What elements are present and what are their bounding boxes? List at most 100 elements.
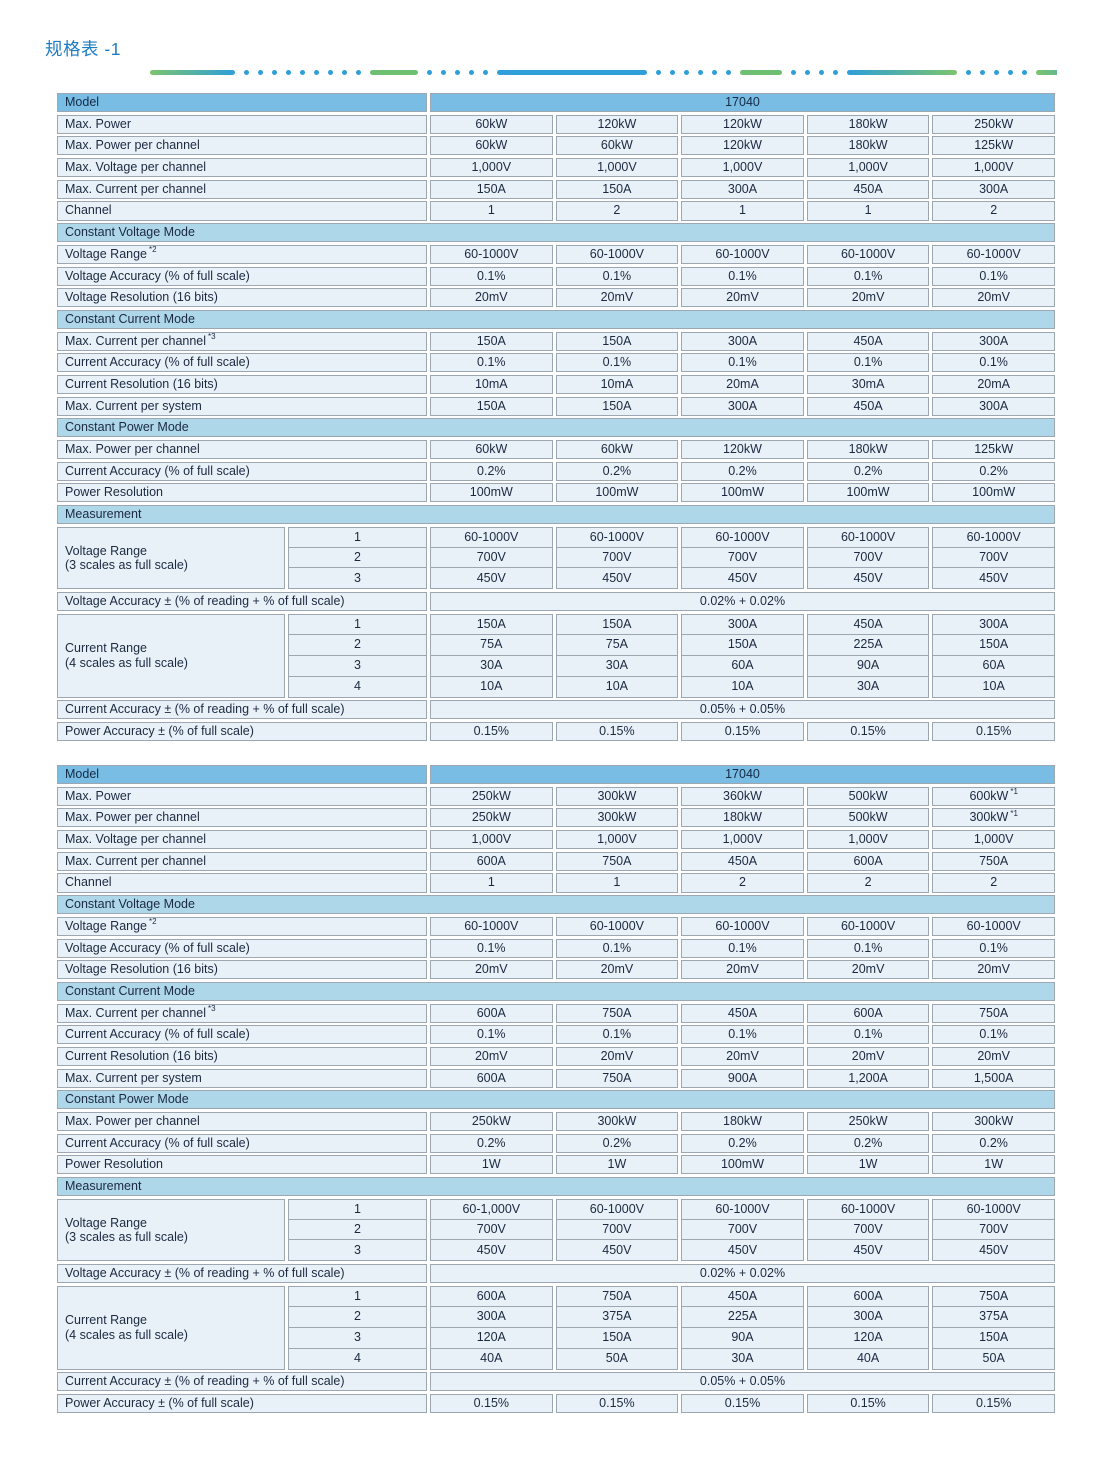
spec-row-label: Max. Power per channel [57, 440, 427, 460]
spec-value-cell: 1,000V [932, 158, 1055, 178]
spec-value-cell: 60-1000V [806, 244, 930, 264]
model-number-value: 17040 [430, 93, 1055, 113]
spec-value-cell: 20mA [932, 374, 1055, 395]
spec-row-label: Current Accuracy (% of full scale) [57, 1133, 427, 1153]
page-title: 规格表 -1 [45, 39, 121, 59]
range-value-cell: 600A [430, 1285, 553, 1307]
spec-row: Max. Power per channel 250kW 300kW 180kW 250… [57, 1112, 1055, 1132]
range-value-cell: 60-1000V [932, 1198, 1055, 1220]
range-index-cell: 2 [288, 1306, 427, 1328]
model-number-value: 17040 [430, 765, 1055, 785]
section-header-label: Constant Current Mode [57, 981, 1055, 1001]
spec-value-cell: 1 [430, 873, 553, 893]
spec-row: Channel 1 1 2 2 2 [57, 873, 1055, 893]
spec-value-cell: 0.1% [555, 1025, 679, 1045]
range-value-cell: 450V [932, 1240, 1055, 1262]
spec-value-cell: 150A [555, 179, 679, 199]
spec-row: Max. Power per channel 60kW 60kW 120kW 180kW… [57, 440, 1055, 460]
range-value-cell: 150A [681, 634, 804, 656]
divider-dot [684, 70, 689, 75]
section-header-label: Constant Voltage Mode [57, 895, 1055, 915]
spec-row: Power Resolution 1W 1W 100mW 1W 1W [57, 1155, 1055, 1175]
range-subrow: 2 700V 700V 700V 700V 700V [288, 547, 1055, 569]
spec-value-cell: 300kW [555, 786, 679, 806]
range-index-cell: 4 [288, 1348, 427, 1370]
divider-dash [370, 70, 418, 75]
spec-value-cell: 250kW [932, 114, 1055, 134]
model-header-row: Model 17040 [57, 93, 1055, 113]
spec-value-cell: 20mV [555, 1046, 679, 1067]
spec-value-cell: 20mV [932, 960, 1055, 980]
range-index-cell: 1 [288, 526, 427, 548]
range-value-cell: 700V [806, 1219, 930, 1241]
range-value-cell: 30A [806, 676, 930, 698]
span-row: Current Accuracy ± (% of reading + % of … [57, 700, 1055, 720]
spec-value-cell: 1,000V [932, 830, 1055, 850]
range-group-values: 1 150A 150A 300A 450A 300A 2 75A 75A 150A 225A 150A… [288, 613, 1055, 698]
spec-value-cell: 300A [932, 396, 1055, 416]
spec-value-cell: 600A [430, 851, 553, 871]
span-row: Voltage Accuracy ± (% of reading + % of … [57, 591, 1055, 611]
spec-value-cell: 20mV [430, 288, 553, 308]
divider-dot [833, 70, 838, 75]
span-row-label: Current Accuracy ± (% of reading + % of … [57, 1372, 427, 1392]
spec-value-cell: 120kW [681, 114, 804, 134]
spec-value-cell: 1W [932, 1155, 1055, 1175]
spec-row: Power Resolution 100mW 100mW 100mW 100mW 100m… [57, 483, 1055, 503]
spec-value-cell: 300kW [555, 1112, 679, 1132]
model-header-label: Model [57, 765, 427, 785]
spec-value-cell: 0.15% [932, 722, 1055, 742]
spec-row: Voltage Resolution (16 bits) 20mV 20mV 20mV… [57, 960, 1055, 980]
span-row: Voltage Accuracy ± (% of reading + % of … [57, 1263, 1055, 1283]
spec-value-cell: 0.15% [430, 722, 553, 742]
spec-value-cell: 60-1000V [681, 244, 804, 264]
range-value-cell: 450V [681, 568, 804, 590]
spec-value-cell: 1,000V [430, 830, 553, 850]
section-row: Constant Current Mode [57, 981, 1055, 1001]
spec-row-label: Max. Power [57, 114, 427, 134]
spec-value-cell: 0.15% [681, 1394, 804, 1414]
spec-value-cell: 0.1% [555, 266, 679, 286]
spec-value-cell: 20mV [681, 960, 804, 980]
spec-value-cell: 0.2% [681, 461, 804, 481]
divider-dot [819, 70, 824, 75]
range-subrow: 1 600A 750A 450A 600A 750A [288, 1285, 1055, 1307]
range-value-cell: 600A [806, 1285, 930, 1307]
spec-value-cell: 20mV [681, 288, 804, 308]
spec-value-cell: 1,000V [430, 158, 553, 178]
spec-value-cell: 250kW [806, 1112, 930, 1132]
range-value-cell: 375A [932, 1306, 1055, 1328]
spec-value-cell: 300kW [555, 808, 679, 828]
divider-dot [712, 70, 717, 75]
spec-value-cell: 450A [681, 1003, 804, 1023]
range-value-cell: 700V [932, 1219, 1055, 1241]
range-value-cell: 90A [681, 1327, 804, 1349]
spec-value-cell: 600kW *1 [932, 786, 1055, 806]
span-row-label: Voltage Accuracy ± (% of reading + % of … [57, 591, 427, 611]
spec-value-cell: 0.15% [430, 1394, 553, 1414]
spec-value-cell: 180kW [681, 1112, 804, 1132]
range-value-cell: 10A [555, 676, 679, 698]
range-index-cell: 1 [288, 1285, 427, 1307]
spec-value-cell: 0.1% [932, 353, 1055, 373]
spec-row: Voltage Accuracy (% of full scale) 0.1% 0.… [57, 938, 1055, 958]
range-value-cell: 60-1000V [932, 526, 1055, 548]
spec-value-cell: 125kW [932, 440, 1055, 460]
spec-value-cell: 10mA [430, 374, 553, 395]
spec-value-cell: 60kW [430, 440, 553, 460]
spec-value-cell: 60-1000V [806, 916, 930, 936]
spec-value-cell: 1 [681, 201, 804, 221]
spec-value-cell: 0.1% [555, 353, 679, 373]
range-value-cell: 300A [932, 613, 1055, 635]
spec-value-cell: 60kW [555, 136, 679, 156]
span-row-label: Voltage Accuracy ± (% of reading + % of … [57, 1263, 427, 1283]
divider-dash [1036, 70, 1057, 75]
range-value-cell: 700V [681, 547, 804, 569]
spec-value-cell: 300A [932, 179, 1055, 199]
spec-row: Max. Voltage per channel 1,000V 1,000V 1,00… [57, 158, 1055, 178]
spec-value-cell: 0.1% [806, 938, 930, 958]
range-value-cell: 40A [806, 1348, 930, 1370]
spec-row: Voltage Range *2 60-1000V 60-1000V 60-1000V 6… [57, 916, 1055, 936]
range-value-cell: 40A [430, 1348, 553, 1370]
divider-dot [805, 70, 810, 75]
